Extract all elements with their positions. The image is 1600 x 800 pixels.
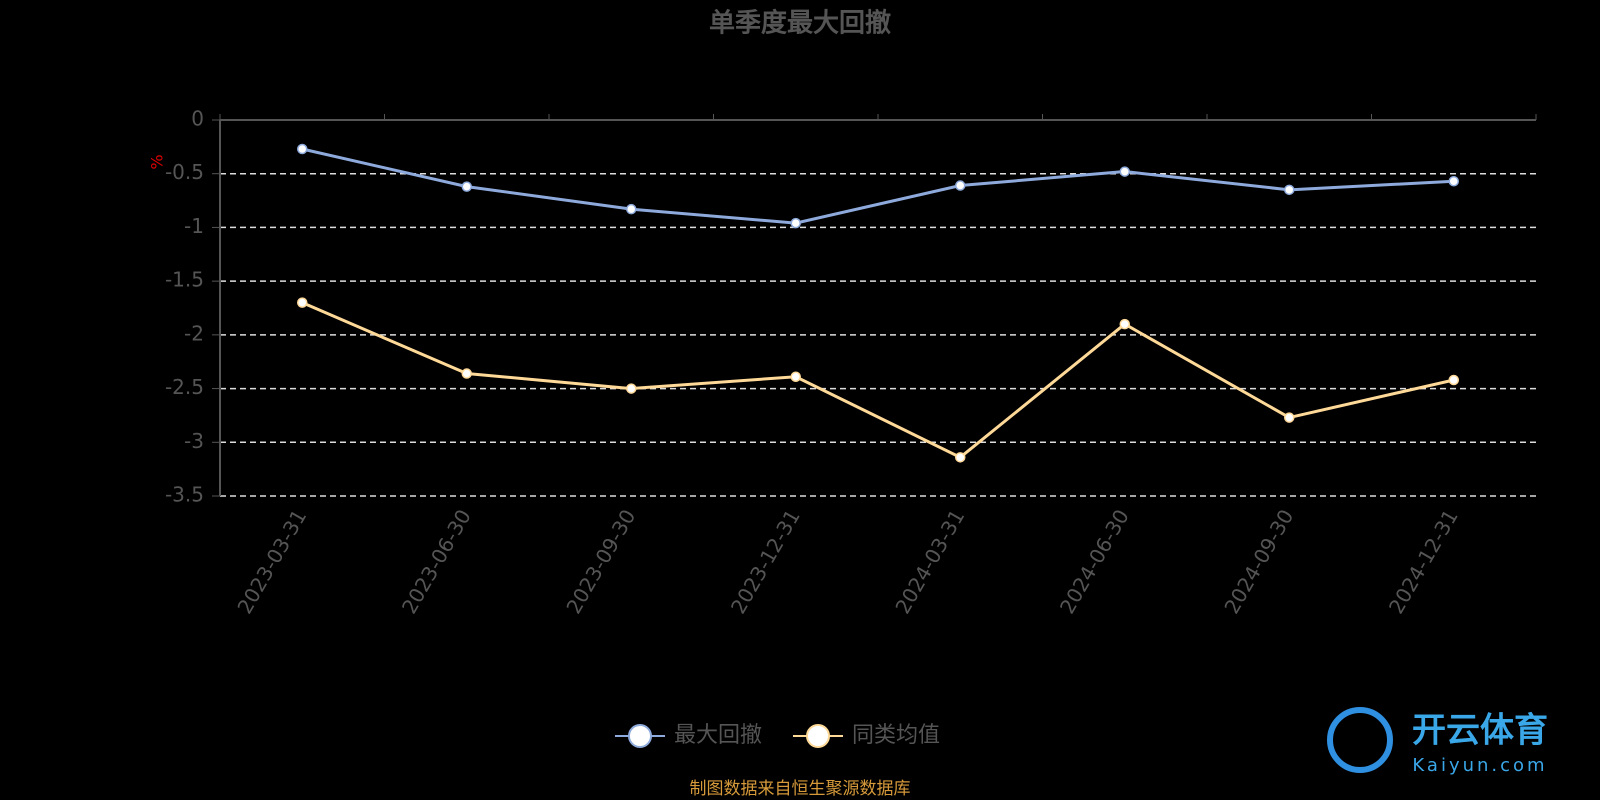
x-tick-label: 2023-03-31 [232, 505, 311, 618]
point [1119, 166, 1130, 177]
chart-title: 单季度最大回撤 [709, 8, 891, 39]
legend-label: 最大回撤 [674, 723, 762, 748]
point [461, 368, 472, 379]
x-tick-label: 2024-09-30 [1219, 505, 1298, 618]
point [790, 371, 801, 383]
point [626, 203, 637, 215]
legend-marker [628, 724, 652, 748]
point [297, 143, 308, 155]
point [626, 383, 637, 394]
point [297, 297, 308, 308]
point [1448, 175, 1459, 187]
point [955, 452, 966, 463]
point [1284, 412, 1295, 423]
watermark-logo [1327, 707, 1393, 773]
y-tick-label: 0 [191, 107, 204, 131]
y-tick-label: -3.5 [165, 483, 204, 507]
x-tick-label: 2023-09-30 [561, 505, 640, 618]
point [790, 217, 801, 229]
y-tick-label: -3 [184, 429, 204, 453]
legend-label: 同类均值 [852, 723, 940, 748]
x-tick-label: 2024-12-31 [1384, 505, 1463, 618]
watermark-brand: 开云体育 [1412, 711, 1548, 751]
y-tick-label: -1 [184, 214, 204, 238]
series-line [301, 301, 1455, 460]
series-line [301, 147, 1454, 225]
footer: 制图数据来自恒生聚源数据库 [690, 779, 911, 799]
watermark-site: Kaiyun.com [1412, 755, 1547, 776]
point [461, 181, 472, 192]
y-tick-label: -2.5 [165, 375, 204, 399]
point [1284, 184, 1295, 196]
x-tick-label: 2023-12-31 [726, 505, 805, 618]
x-tick-label: 2023-06-30 [397, 505, 476, 618]
y-tick-label: -0.5 [165, 160, 204, 184]
y-axis-label: % [148, 154, 167, 169]
y-tick-label: -2 [184, 321, 204, 345]
point [1448, 374, 1459, 386]
point [955, 180, 966, 191]
x-tick-label: 2024-03-31 [890, 505, 969, 618]
y-tick-label: -1.5 [165, 268, 204, 292]
point [1119, 318, 1130, 330]
x-tick-label: 2024-06-30 [1055, 505, 1134, 618]
legend-marker [806, 724, 830, 748]
